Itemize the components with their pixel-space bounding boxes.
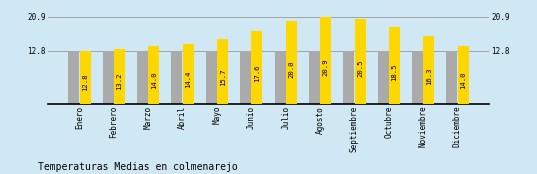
Text: Temperaturas Medias en colmenarejo: Temperaturas Medias en colmenarejo — [38, 162, 237, 172]
Text: 14.0: 14.0 — [460, 71, 466, 89]
Bar — [412, 51, 423, 104]
Text: 14.4: 14.4 — [185, 70, 191, 88]
Bar — [286, 21, 297, 104]
Text: 12.8: 12.8 — [82, 73, 88, 91]
Bar — [171, 51, 183, 104]
Bar — [423, 36, 434, 104]
Text: 16.3: 16.3 — [426, 67, 432, 85]
Bar — [378, 51, 389, 104]
Text: 14.0: 14.0 — [151, 71, 157, 89]
Bar — [68, 51, 79, 104]
Text: 20.9: 20.9 — [323, 59, 329, 76]
Bar — [206, 51, 217, 104]
Bar — [389, 27, 400, 104]
Text: 20.5: 20.5 — [357, 60, 363, 77]
Bar — [320, 17, 331, 104]
Text: 15.7: 15.7 — [220, 68, 226, 86]
Bar — [240, 51, 251, 104]
Bar — [274, 51, 286, 104]
Text: 20.0: 20.0 — [288, 61, 294, 78]
Bar — [343, 51, 354, 104]
Bar — [183, 44, 194, 104]
Bar — [354, 19, 366, 104]
Text: 18.5: 18.5 — [391, 63, 397, 81]
Bar — [114, 49, 125, 104]
Bar — [251, 31, 263, 104]
Bar — [103, 51, 114, 104]
Bar — [458, 46, 469, 104]
Bar — [148, 46, 159, 104]
Text: 13.2: 13.2 — [117, 72, 122, 90]
Bar — [79, 51, 91, 104]
Bar — [137, 51, 148, 104]
Bar — [217, 39, 228, 104]
Bar — [446, 51, 458, 104]
Text: 17.6: 17.6 — [254, 65, 260, 82]
Bar — [309, 51, 320, 104]
